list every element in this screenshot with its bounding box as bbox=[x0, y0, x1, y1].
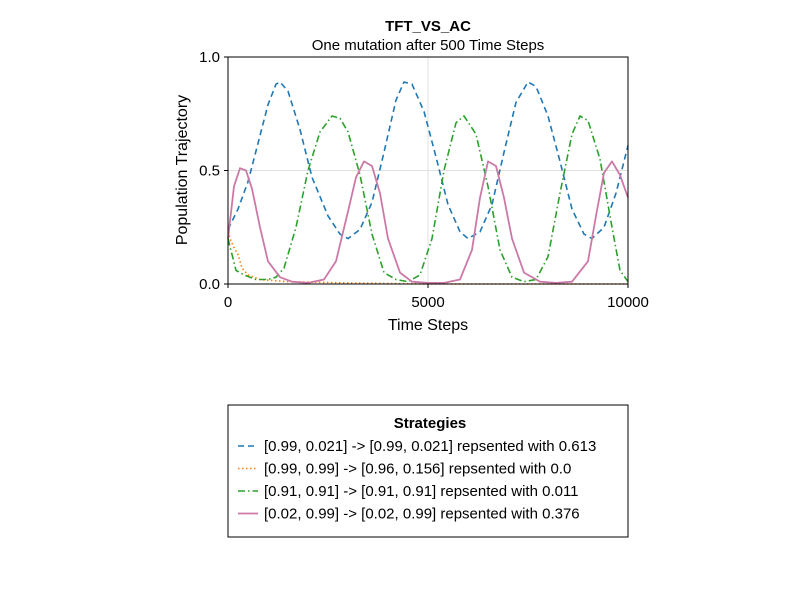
series-line-1 bbox=[227, 81, 629, 240]
legend: Strategies [0.99, 0.021] -> [0.99, 0.021… bbox=[227, 404, 629, 538]
series-line-4 bbox=[227, 160, 629, 284]
y-tick-label: 1.0 bbox=[199, 49, 220, 66]
legend-box bbox=[227, 404, 629, 538]
legend-entry-4: [0.02, 0.99] -> [0.02, 0.99] repsented w… bbox=[264, 506, 580, 523]
legend-title: Strategies bbox=[394, 415, 467, 432]
x-axis-ticks: 0 5000 10000 bbox=[224, 284, 649, 311]
chart-subtitle: One mutation after 500 Time Steps bbox=[312, 37, 545, 54]
series-line-3 bbox=[227, 115, 629, 283]
x-axis-label: Time Steps bbox=[388, 317, 468, 334]
y-tick-label: 0.5 bbox=[199, 163, 220, 180]
chart-title: TFT_VS_AC bbox=[385, 18, 471, 35]
legend-items: [0.99, 0.021] -> [0.99, 0.021] repsented… bbox=[238, 438, 596, 523]
legend-entry-2: [0.99, 0.99] -> [0.96, 0.156] repsented … bbox=[264, 461, 571, 478]
y-axis-ticks: 0.0 0.5 1.0 bbox=[199, 49, 228, 293]
x-tick-label: 0 bbox=[224, 294, 232, 311]
x-tick-label: 10000 bbox=[607, 294, 649, 311]
legend-entry-3: [0.91, 0.91] -> [0.91, 0.91] repsented w… bbox=[264, 483, 579, 500]
y-tick-label: 0.0 bbox=[199, 276, 220, 293]
y-axis-label: Population Trajectory bbox=[174, 95, 191, 245]
legend-entry-1: [0.99, 0.021] -> [0.99, 0.021] repsented… bbox=[264, 438, 596, 455]
grid-lines bbox=[228, 57, 628, 284]
plot-series bbox=[227, 81, 629, 285]
x-tick-label: 5000 bbox=[411, 294, 444, 311]
